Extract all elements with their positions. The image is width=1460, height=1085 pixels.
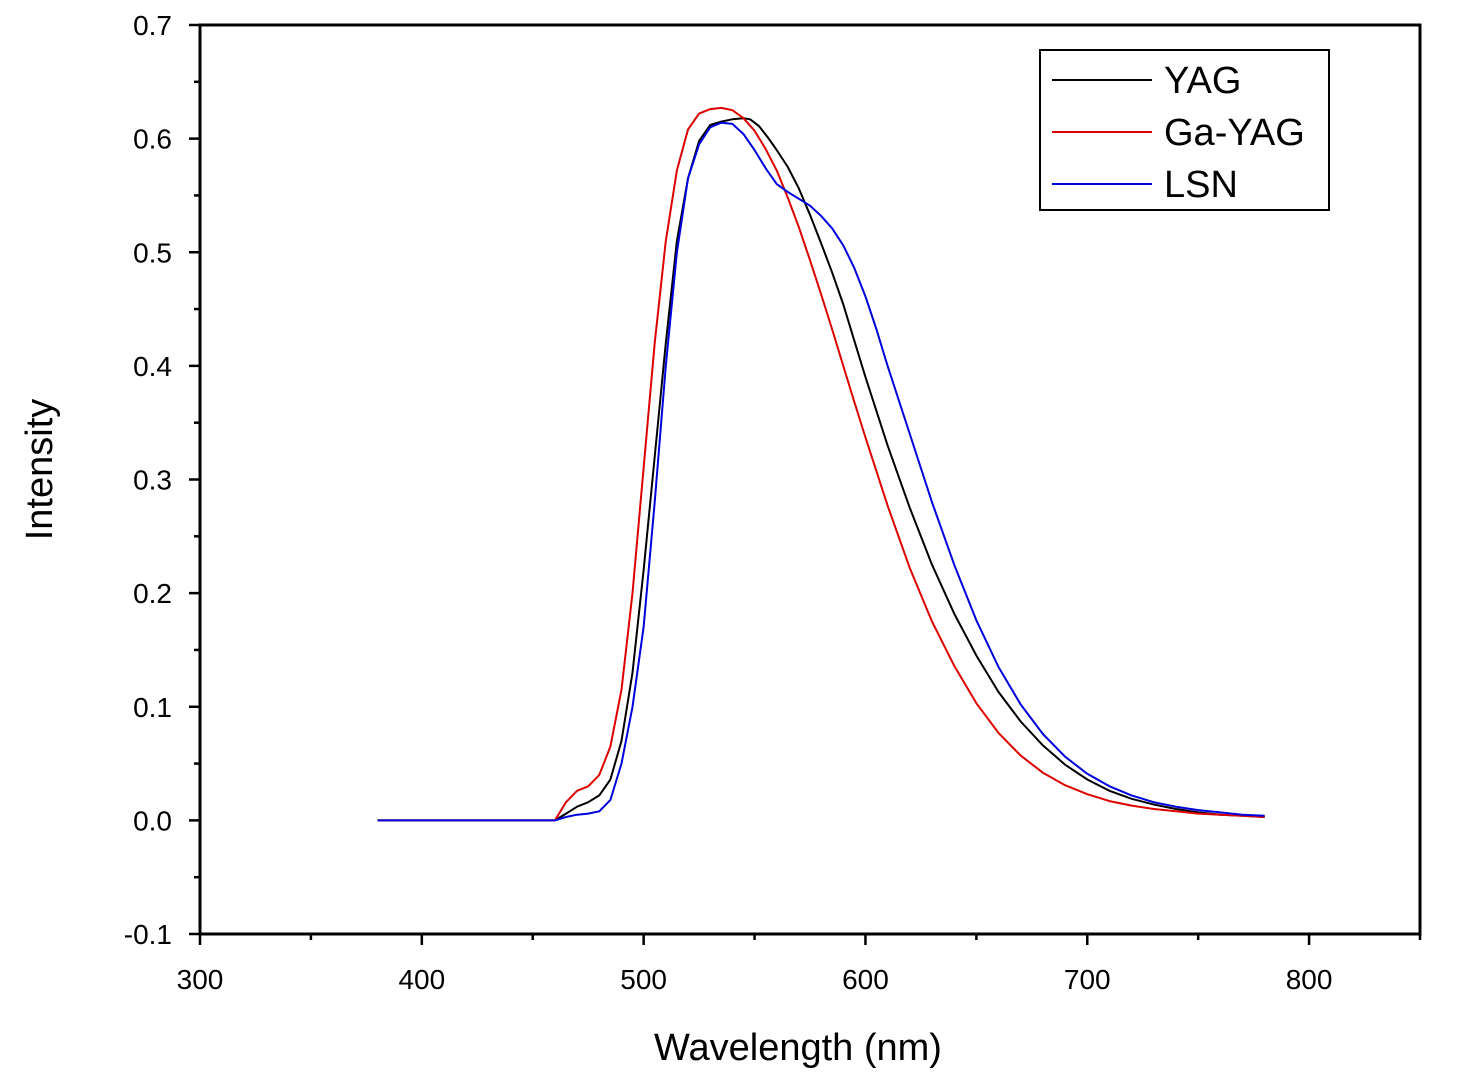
legend-label-lsn: LSN <box>1164 164 1238 206</box>
series-line-ga-yag <box>377 106 1265 822</box>
y-tick-label: 0.2 <box>133 578 172 609</box>
legend-label-yag: YAG <box>1164 60 1241 102</box>
series-lines <box>377 106 1265 822</box>
y-tick-label: 0.0 <box>133 805 172 836</box>
legend-label-ga-yag: Ga-YAG <box>1164 112 1305 154</box>
y-tick-label: -0.1 <box>124 919 172 950</box>
y-tick-label: 0.7 <box>133 10 172 41</box>
y-tick-label: 0.3 <box>133 465 172 496</box>
plot-frame <box>198 23 1422 936</box>
legend: YAG Ga-YAG LSN <box>1039 49 1330 211</box>
x-tick-label: 800 <box>1286 964 1333 995</box>
x-tick-label: 700 <box>1064 964 1111 995</box>
axis-tick-labels: 300 400 500 600 700 800 -0.1 0.0 0.1 0.2 0.3 0.4 0.5… <box>124 10 1333 995</box>
y-tick-label: 0.4 <box>133 351 172 382</box>
y-axis-title: Intensity <box>19 399 61 541</box>
y-tick-label: 0.5 <box>133 237 172 268</box>
x-tick-label: 400 <box>398 964 445 995</box>
x-tick-label: 600 <box>842 964 889 995</box>
series-line-yag <box>377 117 1265 822</box>
y-tick-label: 0.6 <box>133 124 172 155</box>
x-axis-title: Wavelength (nm) <box>654 1027 942 1069</box>
y-tick-label: 0.1 <box>133 692 172 723</box>
x-tick-label: 300 <box>177 964 224 995</box>
x-tick-label: 500 <box>620 964 667 995</box>
series-line-lsn <box>377 121 1265 822</box>
